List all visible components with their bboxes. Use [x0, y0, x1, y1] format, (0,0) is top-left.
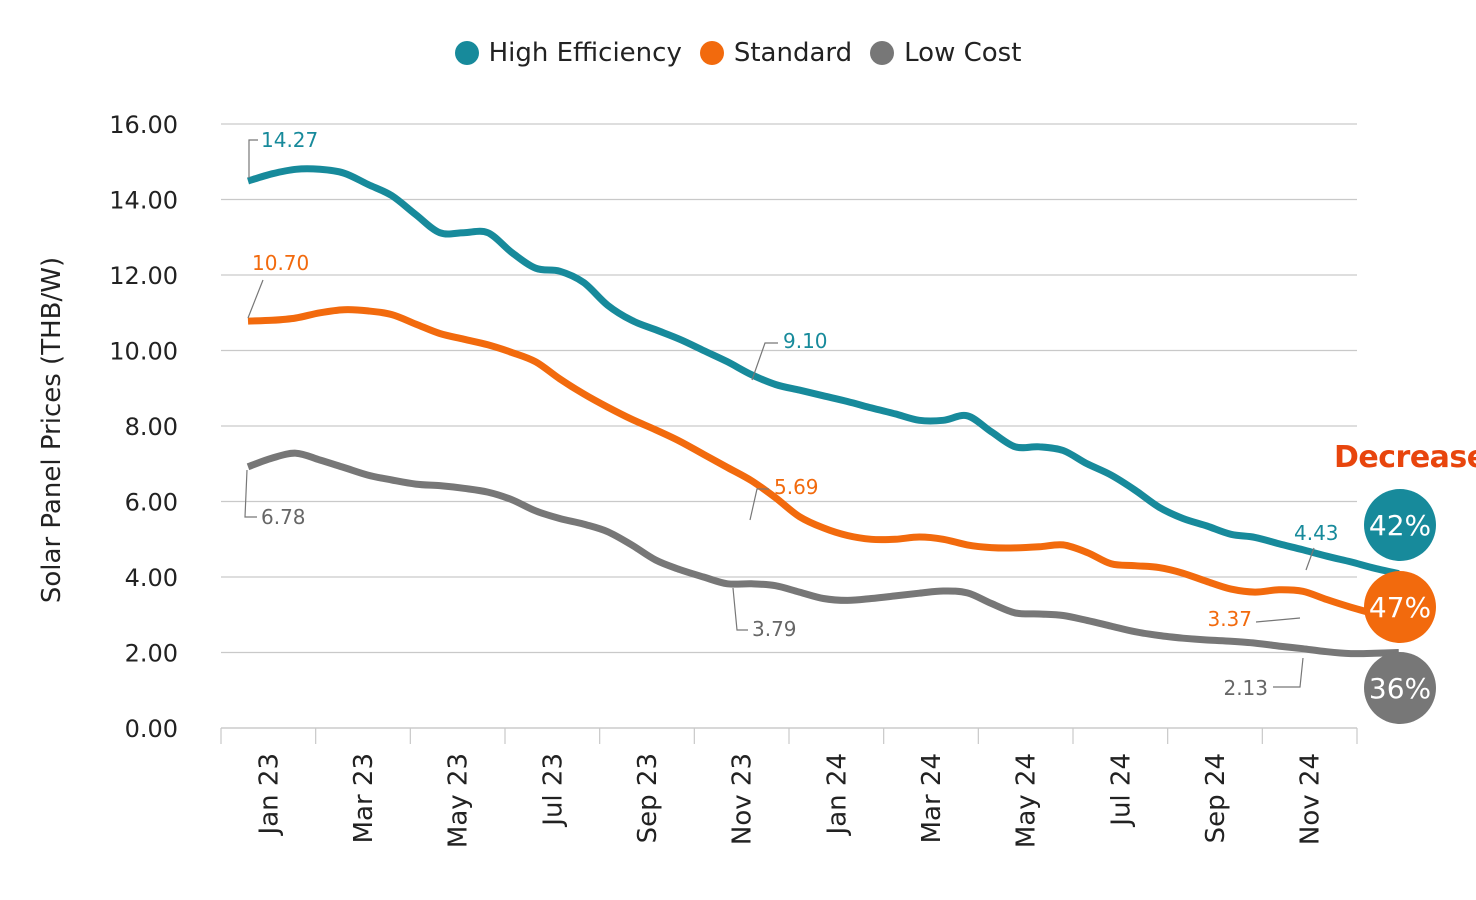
decrease-badge-low-cost: 36%	[1364, 652, 1436, 724]
series-line-standard	[247, 306, 1400, 621]
data-label-low-cost: 2.13	[1223, 676, 1268, 700]
data-label-high-efficiency: 9.10	[783, 329, 828, 353]
y-tick-label: 4.00	[125, 564, 178, 592]
x-tick-label: Jan 24	[822, 753, 852, 836]
x-tick-label: Mar 23	[349, 753, 379, 843]
y-tick-label: 0.00	[125, 715, 178, 743]
data-label-standard: 3.37	[1207, 607, 1252, 631]
data-label-leader	[1273, 657, 1304, 688]
legend-dot-standard	[699, 41, 724, 65]
x-tick-label: May 24	[1012, 753, 1042, 848]
legend-item-low-cost[interactable]: Low Cost	[870, 38, 1021, 68]
x-tick-label: Jul 24	[1106, 753, 1136, 828]
x-tick-label: Nov 23	[728, 753, 758, 845]
legend-item-high-efficiency[interactable]: High Efficiency	[454, 38, 682, 68]
data-label-leader	[1305, 547, 1315, 571]
y-tick-label: 14.00	[109, 187, 178, 215]
decrease-badge-standard: 47%	[1364, 571, 1436, 643]
data-label-leader	[244, 469, 257, 518]
data-label-leader	[248, 139, 258, 178]
data-label-high-efficiency: 4.43	[1294, 521, 1339, 545]
data-label-leader	[751, 342, 778, 381]
y-tick-label: 10.00	[109, 338, 178, 366]
data-label-leader	[732, 587, 748, 631]
legend: High Efficiency Standard Low Cost	[0, 38, 1476, 68]
data-label-low-cost: 6.78	[261, 505, 306, 529]
x-tick-label: Mar 24	[917, 753, 947, 843]
legend-dot-low-cost	[870, 41, 895, 65]
y-tick-label: 8.00	[125, 413, 178, 441]
decrease-badge-high-efficiency: 42%	[1364, 489, 1436, 561]
legend-label-standard: Standard	[733, 38, 853, 68]
decrease-title: Decrease	[1334, 440, 1476, 475]
legend-item-standard[interactable]: Standard	[699, 38, 853, 68]
data-label-standard: 5.69	[774, 475, 819, 499]
data-label-low-cost: 3.79	[752, 617, 797, 641]
x-tick-label: May 23	[444, 753, 474, 848]
data-label-leader	[247, 279, 264, 319]
y-tick-label: 16.00	[109, 111, 178, 139]
data-label-leader	[1255, 617, 1301, 623]
x-tick-label: Sep 23	[633, 753, 663, 843]
data-label-standard: 10.70	[252, 251, 309, 275]
data-label-high-efficiency: 14.27	[261, 128, 318, 152]
y-tick-label: 12.00	[109, 262, 178, 290]
x-tick-label: Nov 24	[1296, 753, 1326, 845]
series-line-low-cost	[246, 449, 1399, 658]
legend-label-high-efficiency: High Efficiency	[488, 38, 682, 68]
series-line-high-efficiency	[246, 165, 1400, 578]
y-tick-label: 6.00	[125, 489, 178, 517]
legend-dot-high-efficiency	[454, 41, 479, 65]
x-tick-label: Sep 24	[1201, 753, 1231, 843]
y-tick-label: 2.00	[125, 640, 178, 668]
x-tick-label: Jul 23	[538, 753, 568, 828]
legend-label-low-cost: Low Cost	[904, 38, 1022, 68]
data-label-leader	[749, 488, 769, 521]
x-tick-label: Jan 23	[254, 753, 284, 836]
